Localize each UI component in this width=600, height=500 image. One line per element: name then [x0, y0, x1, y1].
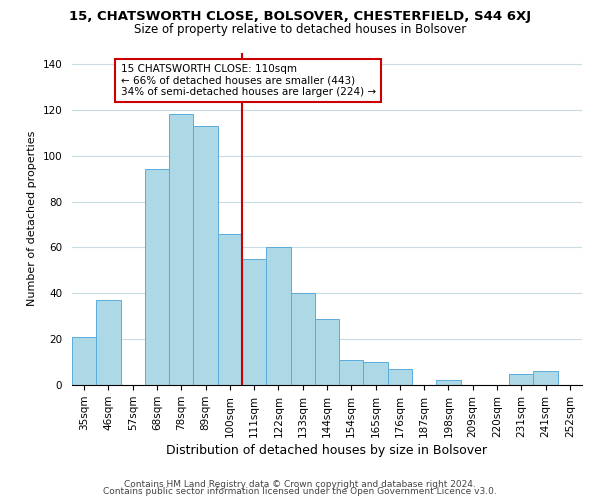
Bar — [72, 337, 96, 385]
Bar — [218, 234, 242, 385]
Bar — [145, 170, 169, 385]
Bar — [436, 380, 461, 385]
Bar — [242, 259, 266, 385]
Bar — [533, 371, 558, 385]
Bar — [339, 360, 364, 385]
Y-axis label: Number of detached properties: Number of detached properties — [27, 131, 37, 306]
Bar — [388, 369, 412, 385]
Text: Contains public sector information licensed under the Open Government Licence v3: Contains public sector information licen… — [103, 487, 497, 496]
Bar — [266, 248, 290, 385]
Text: Contains HM Land Registry data © Crown copyright and database right 2024.: Contains HM Land Registry data © Crown c… — [124, 480, 476, 489]
Bar — [169, 114, 193, 385]
Bar — [509, 374, 533, 385]
Bar — [290, 294, 315, 385]
X-axis label: Distribution of detached houses by size in Bolsover: Distribution of detached houses by size … — [167, 444, 487, 457]
Text: Size of property relative to detached houses in Bolsover: Size of property relative to detached ho… — [134, 22, 466, 36]
Text: 15 CHATSWORTH CLOSE: 110sqm
← 66% of detached houses are smaller (443)
34% of se: 15 CHATSWORTH CLOSE: 110sqm ← 66% of det… — [121, 64, 376, 97]
Bar — [193, 126, 218, 385]
Bar — [364, 362, 388, 385]
Bar — [315, 318, 339, 385]
Bar — [96, 300, 121, 385]
Text: 15, CHATSWORTH CLOSE, BOLSOVER, CHESTERFIELD, S44 6XJ: 15, CHATSWORTH CLOSE, BOLSOVER, CHESTERF… — [69, 10, 531, 23]
